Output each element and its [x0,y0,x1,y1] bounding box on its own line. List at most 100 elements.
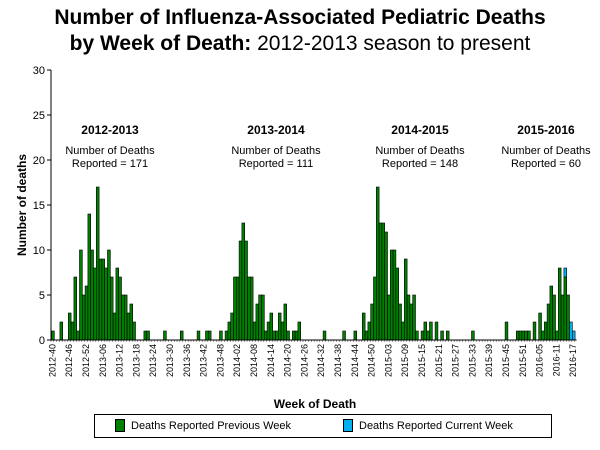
chart-title-rest: 2012-2013 season to present [251,32,531,55]
bar-previous-week [361,312,366,341]
bar-previous-week [560,294,565,341]
x-tick-label: 2013-30 [165,344,175,377]
bar-previous-week [126,312,131,341]
legend-item-previous: Deaths Reported Previous Week [115,419,291,432]
bar-previous-week [445,330,450,341]
bar-previous-week [76,330,80,341]
bar-previous-week [241,222,245,341]
bar-previous-week [247,276,251,341]
season-label: 2013-2014 [247,123,305,137]
bar-previous-week [230,312,234,341]
x-tick-label: 2015-15 [417,344,427,377]
chart-title-line1: Number of Influenza-Associated Pediatric… [54,6,546,29]
bar-previous-week [272,330,276,341]
season-annotation-line1: Number of Deaths [501,145,591,157]
bar-previous-week [129,303,133,341]
bar-previous-week [121,294,125,341]
bar-previous-week [378,222,383,341]
bar-previous-week [79,249,83,341]
bar-previous-week [389,249,394,341]
season-label: 2012-2013 [81,123,139,137]
bar-previous-week [252,321,257,341]
bar-previous-week [420,330,425,341]
bar-previous-week [68,312,72,341]
bar-previous-week [146,330,150,341]
bar-previous-week [258,294,262,341]
x-tick-label: 2015-21 [434,344,444,377]
legend-swatch-current [343,419,353,432]
y-tick-label: 30 [33,65,45,77]
x-tick-label: 2013-36 [182,344,192,377]
bar-previous-week [515,330,520,341]
bar-previous-week [294,330,299,341]
legend-item-current: Deaths Reported Current Week [343,419,513,432]
bar-previous-week [543,321,548,341]
x-tick-label: 2014-02 [232,344,242,377]
bar-previous-week [524,330,528,341]
bar-previous-week [98,258,103,341]
season-label: 2015-2016 [517,123,575,137]
season-annotation-line2: Reported = 111 [239,158,314,170]
x-tick-label: 2014-50 [367,344,377,377]
season-label: 2014-2015 [391,123,449,137]
bar-previous-week [219,330,223,341]
x-axis-title: Week of Death [274,397,356,410]
bar-previous-week [403,258,408,341]
x-tick-label: 2015-09 [400,344,410,377]
x-tick-label: 2013-48 [215,344,225,377]
bar-previous-week [266,321,271,341]
bar-previous-week [398,303,402,341]
bar-previous-week [440,330,444,341]
bar-previous-week [163,330,167,341]
bar-previous-week [208,330,212,341]
bar-previous-week [532,321,537,341]
bar-previous-week [70,321,75,341]
x-tick-label: 2014-26 [299,344,309,377]
bar-previous-week [73,276,78,341]
y-tick-label: 0 [39,335,45,347]
bar-previous-week [429,321,433,341]
bar-previous-week [518,330,523,341]
season-annotation-line2: Reported = 171 [72,158,148,170]
bar-previous-week [552,294,556,341]
bar-previous-week [263,330,268,341]
bar-previous-week [541,330,545,341]
bar-previous-week [132,321,136,341]
bar-previous-week [205,330,209,341]
x-tick-label: 2015-03 [383,344,393,377]
bar-previous-week [387,294,391,341]
season-annotation-line1: Number of Deaths [65,145,155,157]
bar-previous-week [124,294,128,341]
y-axis-title: Number of deaths [15,154,29,256]
bar-previous-week [367,321,371,341]
bar-previous-week [118,276,122,341]
bar-previous-week [286,330,290,341]
bar-previous-week [527,330,531,341]
bar-previous-week [504,321,509,341]
x-tick-label: 2013-42 [199,344,209,377]
bar-previous-week [555,330,559,341]
chart-title-bold: by Week of Death: [69,32,252,55]
bar-previous-week [434,321,439,341]
bar-previous-week [546,303,551,341]
x-tick-label: 2015-33 [467,344,477,377]
y-tick-label: 10 [33,245,45,257]
x-tick-label: 2016-17 [568,344,578,377]
bar-previous-week [375,186,380,341]
x-tick-label: 2012-46 [64,344,74,377]
bar-current-week [569,321,573,341]
x-tick-label: 2013-18 [131,344,141,377]
x-tick-label: 2014-44 [350,344,360,377]
bar-previous-week [384,231,388,341]
bar-previous-week [236,276,240,341]
x-tick-label: 2014-14 [266,344,276,377]
bar-previous-week [90,249,94,341]
x-tick-label: 2014-08 [249,344,259,377]
x-tick-label: 2014-38 [333,344,343,377]
legend-label-current: Deaths Reported Current Week [359,419,513,432]
bar-previous-week [521,330,526,341]
x-tick-label: 2013-12 [115,344,125,377]
bar-previous-week [563,276,568,341]
bar-previous-week [112,312,117,341]
bar-previous-week [93,267,97,341]
